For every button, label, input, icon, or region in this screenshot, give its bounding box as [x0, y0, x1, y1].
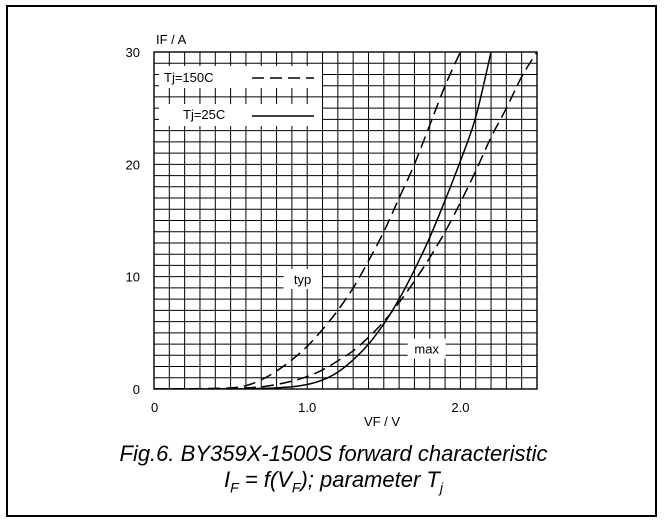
legend: Tj=150C Tj=25C — [159, 66, 322, 126]
x-tick-label: 1.0 — [298, 400, 316, 415]
caption-sub-f1: F — [230, 479, 239, 496]
caption-eq: = f(V — [238, 467, 292, 492]
legend-label-150c: Tj=150C — [164, 70, 214, 85]
annotations: typ max — [283, 268, 446, 359]
caption-if: I — [224, 467, 231, 492]
annotation-max: max — [414, 342, 439, 357]
caption-sub-j: j — [439, 479, 443, 496]
forward-characteristic-chart: 0 1.0 2.0 0 10 20 30 IF / A VF / V Tj=150C Tj=… — [126, 32, 538, 429]
series-line-max-150c — [154, 51, 537, 389]
tick-labels: 0 1.0 2.0 0 10 20 30 — [126, 45, 470, 415]
series-line-max-25c — [154, 51, 492, 389]
annotation-typ: typ — [294, 272, 311, 287]
figure-frame — [6, 5, 657, 517]
caption-param: ); parameter T — [300, 467, 440, 492]
y-tick-label: 20 — [126, 157, 140, 172]
legend-bg-2 — [159, 104, 322, 126]
x-axis-label: VF / V — [364, 414, 400, 429]
series-group — [154, 51, 537, 389]
y-axis-label: IF / A — [156, 32, 187, 47]
legend-bg-1 — [159, 66, 322, 88]
figure-caption: Fig.6. BY359X-1500S forward characterist… — [0, 441, 667, 500]
y-tick-label: 30 — [126, 45, 140, 60]
x-tick-label: 0 — [151, 400, 158, 415]
annotation-bg — [407, 338, 446, 359]
plot-border — [153, 51, 538, 390]
y-tick-label: 10 — [126, 270, 140, 285]
caption-line-1: Fig.6. BY359X-1500S forward characterist… — [119, 441, 548, 466]
caption-line-2: IF = f(VF); parameter Tj — [0, 467, 667, 500]
annotation-bg — [283, 268, 322, 289]
y-tick-label: 0 — [133, 382, 140, 397]
series-line-typ-150c — [154, 51, 462, 389]
caption-sub-f2: F — [291, 479, 301, 496]
legend-label-25c: Tj=25C — [183, 107, 225, 122]
x-tick-label: 2.0 — [451, 400, 469, 415]
